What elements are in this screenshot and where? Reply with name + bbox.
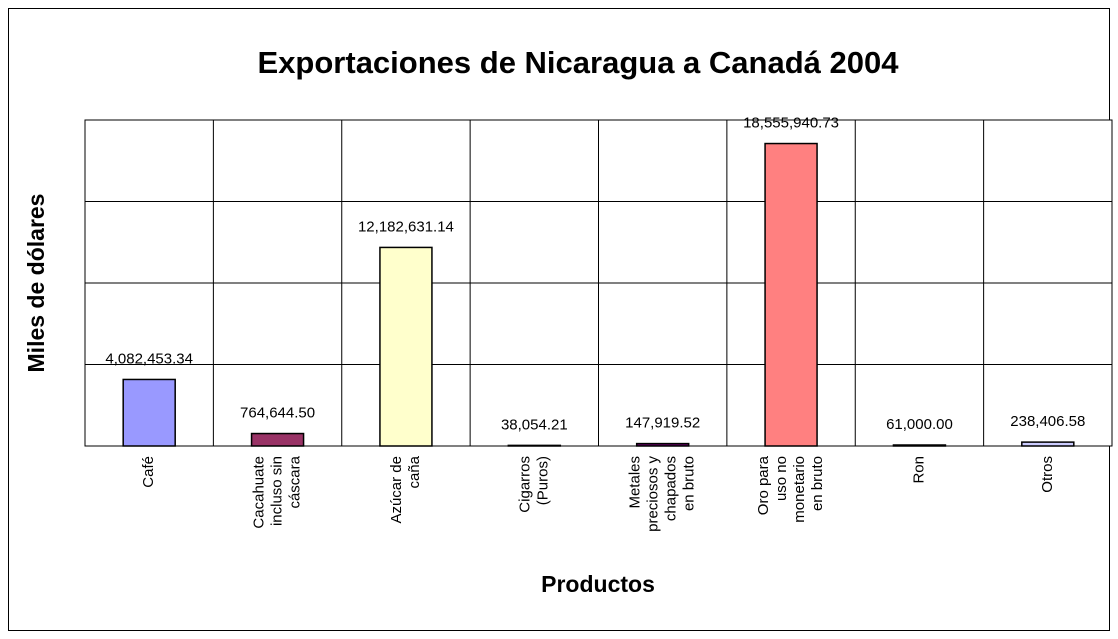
- x-tick-label: Ron: [910, 456, 927, 484]
- x-axis-title: Productos: [541, 571, 655, 597]
- bar: [379, 246, 433, 447]
- x-tick-label: Cacahuateincluso sincáscara: [251, 455, 304, 528]
- data-label: 238,406.58: [1010, 413, 1085, 430]
- data-label: 38,054.21: [501, 416, 568, 433]
- x-tick-label: Cigarros(Puros): [516, 456, 551, 513]
- x-tick-label: Café: [140, 456, 157, 488]
- data-label: 18,555,940.73: [743, 115, 839, 132]
- x-tick-label: Otros: [1039, 456, 1056, 493]
- bar: [122, 378, 176, 447]
- data-label: 4,082,453.34: [105, 350, 193, 367]
- x-tick-label: Azúcar decaña: [388, 455, 423, 523]
- bar: [1021, 441, 1075, 447]
- data-label: 147,919.52: [625, 415, 700, 432]
- y-axis-title: Miles de dólares: [23, 194, 49, 373]
- chart-title: Exportaciones de Nicaragua a Canadá 2004: [258, 45, 900, 80]
- bar: [892, 444, 947, 447]
- x-tick-label: Metalespreciosos ychapadosen bruto: [627, 456, 698, 532]
- data-label: 12,182,631.14: [358, 218, 454, 235]
- data-label: 61,000.00: [886, 416, 953, 433]
- bar: [507, 444, 562, 447]
- bar: [635, 442, 690, 447]
- x-tick-label: Oro parauso nomonetarioen bruto: [755, 455, 826, 522]
- bar: [764, 142, 818, 447]
- bar: [250, 432, 305, 447]
- data-label: 764,644.50: [240, 405, 315, 422]
